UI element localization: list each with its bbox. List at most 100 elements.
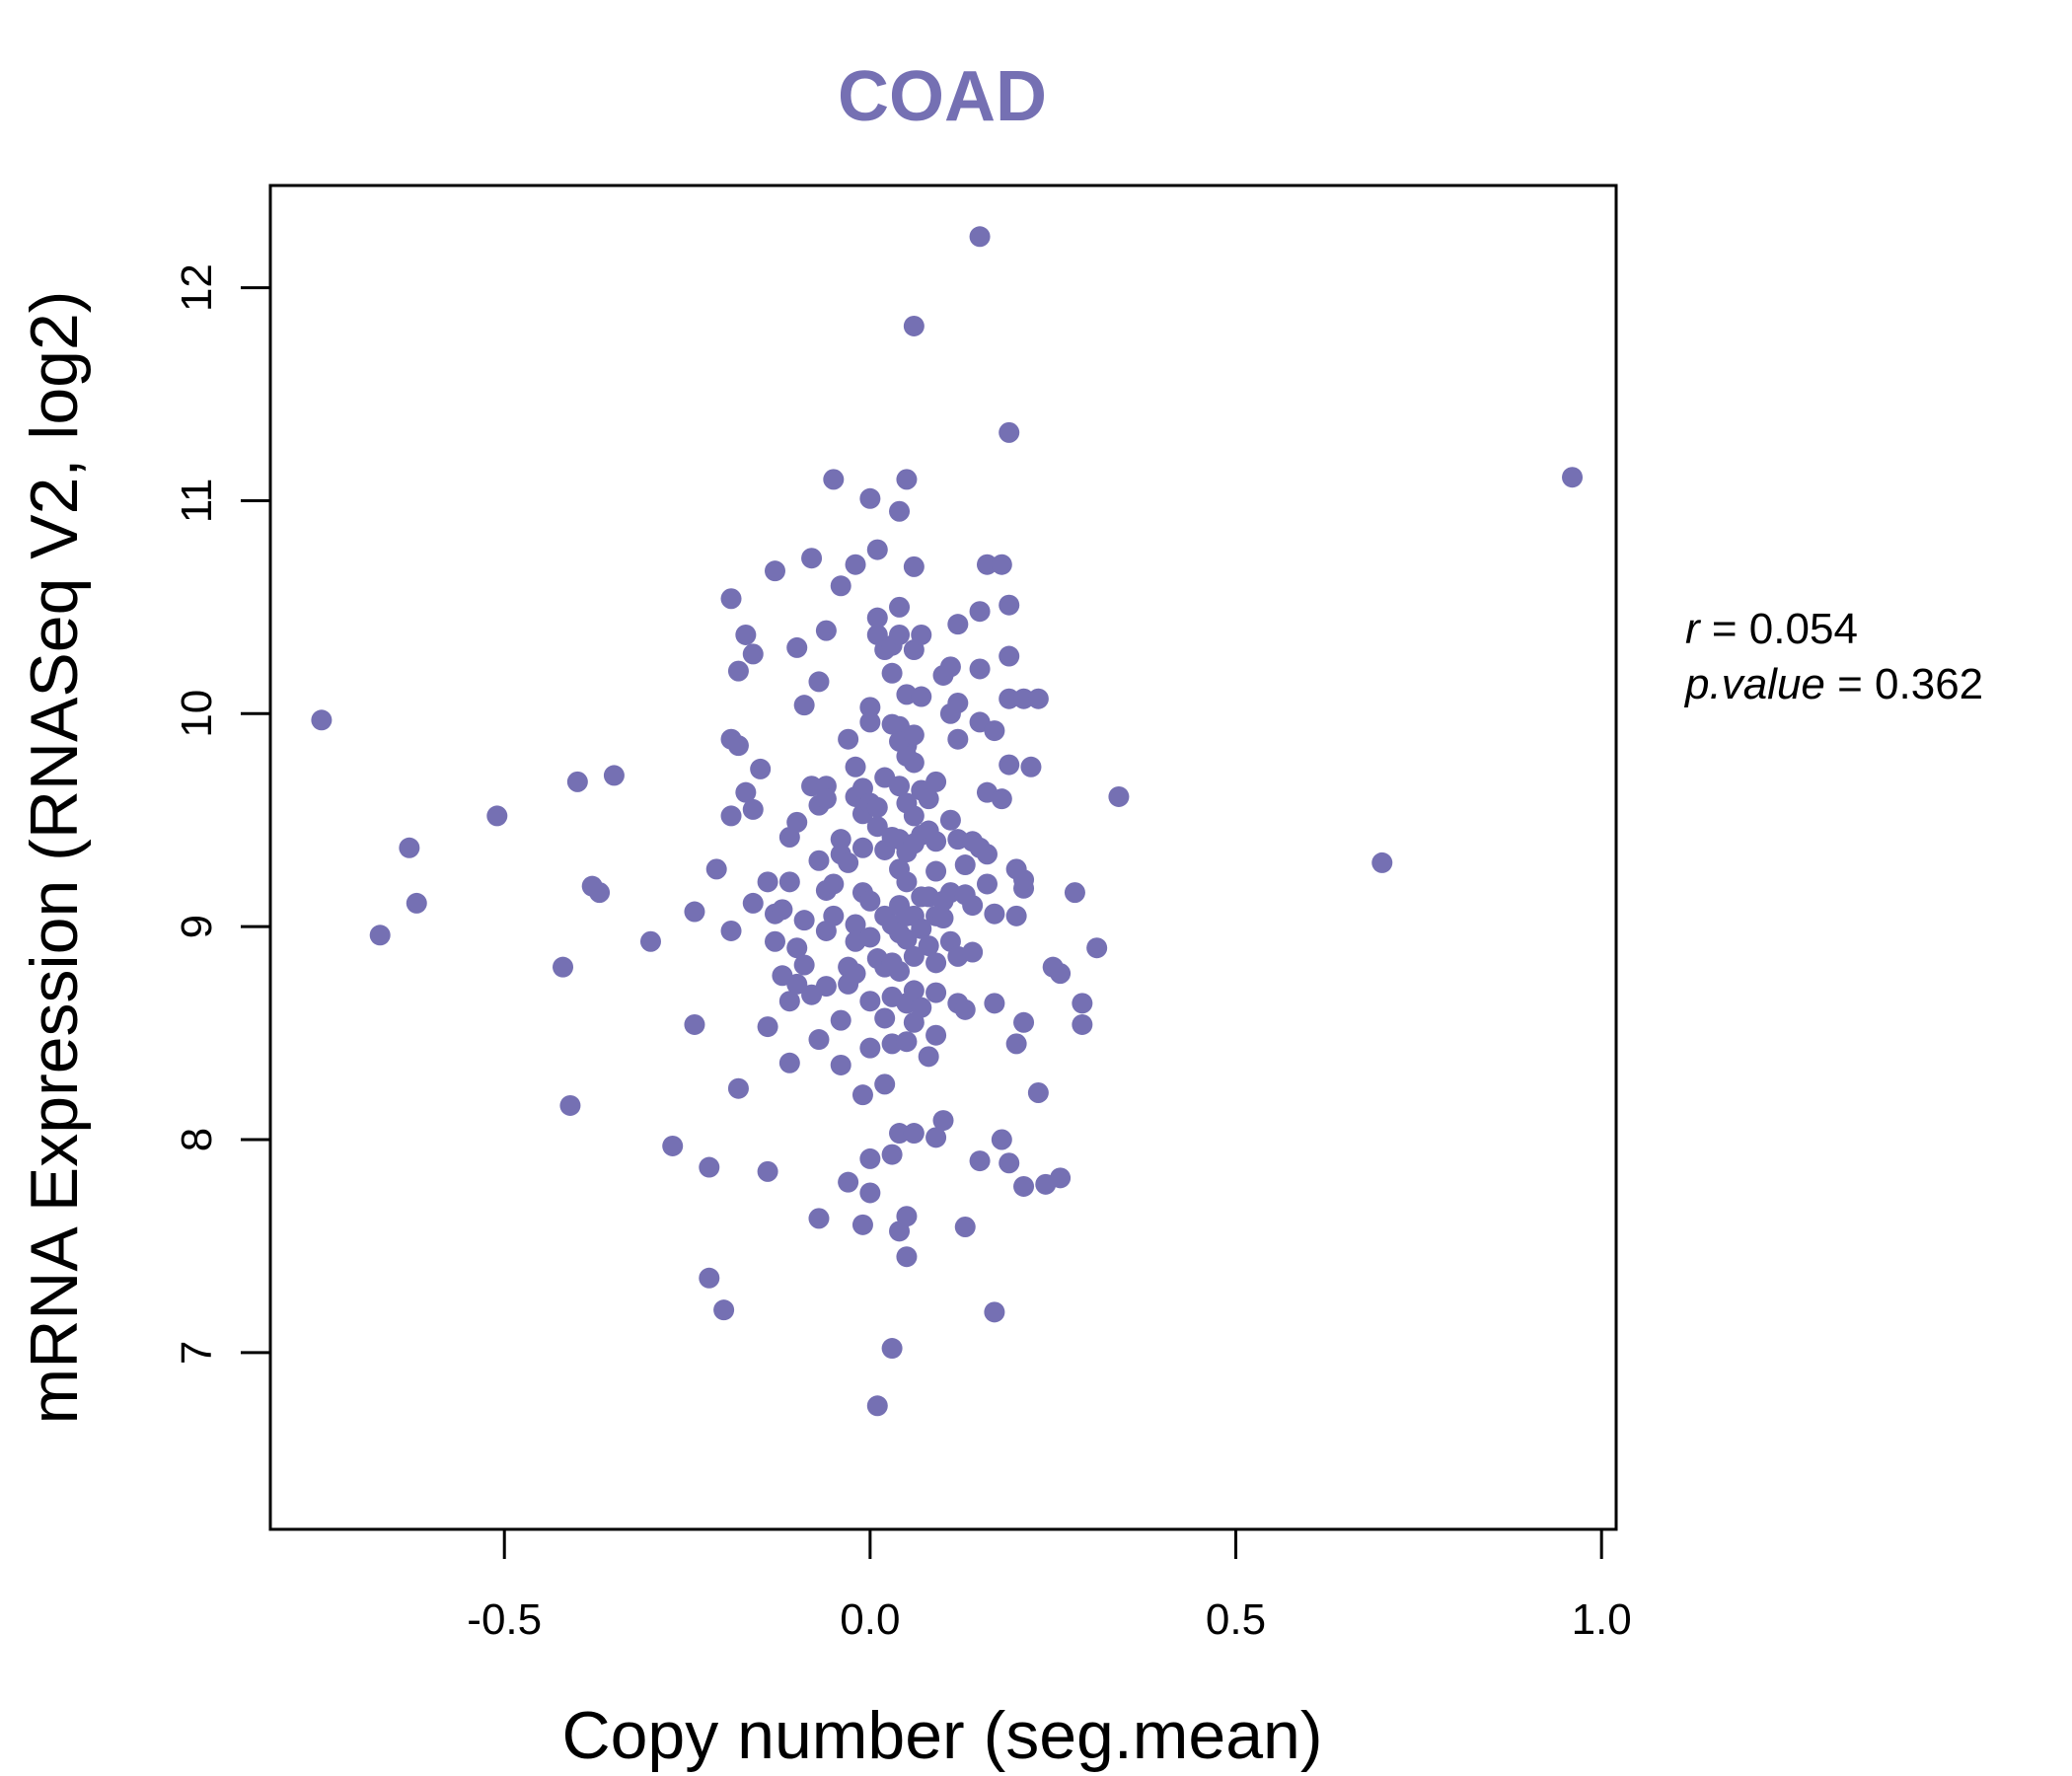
data-point bbox=[969, 1150, 991, 1172]
data-point bbox=[962, 941, 984, 963]
data-point bbox=[866, 796, 888, 818]
data-point bbox=[750, 758, 772, 779]
data-point bbox=[399, 837, 420, 858]
data-point bbox=[925, 831, 947, 852]
data-point bbox=[925, 1024, 947, 1046]
x-tick-label: 1.0 bbox=[1572, 1595, 1632, 1644]
data-point bbox=[559, 1094, 581, 1116]
data-point bbox=[954, 854, 976, 876]
data-point bbox=[801, 548, 823, 569]
data-point bbox=[851, 1214, 873, 1235]
data-point bbox=[976, 554, 998, 575]
data-point bbox=[984, 993, 1005, 1014]
data-point bbox=[742, 643, 764, 665]
data-point bbox=[845, 914, 866, 935]
data-point bbox=[851, 1084, 873, 1106]
data-point bbox=[793, 954, 815, 976]
data-point bbox=[742, 892, 764, 914]
data-point bbox=[889, 960, 911, 982]
data-point bbox=[845, 756, 866, 777]
y-axis: 7 8 9 10 11 12 bbox=[173, 263, 272, 1365]
data-point bbox=[911, 624, 932, 645]
data-point bbox=[720, 588, 742, 610]
data-point bbox=[757, 1016, 778, 1038]
data-point bbox=[735, 781, 757, 803]
data-point bbox=[801, 776, 823, 797]
data-point bbox=[896, 469, 918, 490]
data-point bbox=[1027, 1082, 1049, 1104]
data-point bbox=[589, 882, 611, 904]
data-point bbox=[925, 860, 947, 882]
plot-frame bbox=[268, 184, 1618, 1531]
data-point bbox=[859, 1182, 881, 1204]
data-point bbox=[845, 963, 866, 985]
data-point bbox=[999, 754, 1020, 776]
data-point bbox=[1072, 1013, 1093, 1035]
data-point bbox=[1086, 937, 1108, 959]
data-point bbox=[727, 660, 749, 682]
data-point bbox=[757, 1160, 778, 1182]
data-point bbox=[984, 1301, 1005, 1323]
data-point bbox=[962, 895, 984, 917]
data-point bbox=[889, 500, 911, 522]
data-point bbox=[1027, 688, 1049, 709]
data-point bbox=[903, 805, 925, 827]
data-point bbox=[713, 1299, 735, 1321]
y-axis-label: mRNA Expression (RNASeq V2, log2) bbox=[17, 291, 92, 1425]
data-point bbox=[699, 1267, 720, 1289]
y-tick-label: 10 bbox=[173, 690, 221, 738]
data-point bbox=[859, 487, 881, 509]
y-tick-label: 9 bbox=[173, 915, 221, 938]
y-tick-label: 11 bbox=[173, 479, 221, 524]
data-point bbox=[808, 1029, 830, 1051]
data-point bbox=[699, 1156, 720, 1178]
x-axis-label: Copy number (seg.mean) bbox=[561, 1698, 1322, 1773]
data-point bbox=[881, 662, 903, 684]
data-point bbox=[815, 976, 837, 998]
data-point bbox=[991, 554, 1012, 575]
data-point bbox=[639, 930, 661, 952]
data-point bbox=[889, 596, 911, 618]
data-point bbox=[925, 982, 947, 1003]
data-point bbox=[720, 920, 742, 941]
data-point bbox=[838, 851, 859, 873]
data-point bbox=[918, 935, 939, 957]
data-point bbox=[969, 601, 991, 623]
data-point bbox=[969, 226, 991, 248]
p-label: p.value bbox=[1683, 660, 1825, 708]
y-tick-label: 12 bbox=[173, 263, 221, 312]
p-stat: p.value = 0.362 bbox=[1683, 660, 1983, 708]
data-point bbox=[859, 991, 881, 1012]
x-tick-label: 0.0 bbox=[840, 1595, 900, 1644]
y-tick-label: 8 bbox=[173, 1128, 221, 1151]
data-point bbox=[808, 671, 830, 693]
data-point bbox=[866, 539, 888, 560]
data-point bbox=[925, 771, 947, 792]
data-point bbox=[859, 926, 881, 948]
data-point bbox=[851, 837, 873, 858]
data-point bbox=[866, 607, 888, 629]
data-point bbox=[727, 735, 749, 757]
data-point bbox=[1020, 756, 1042, 777]
data-point bbox=[727, 1077, 749, 1099]
data-point bbox=[954, 999, 976, 1020]
data-point bbox=[1013, 869, 1035, 891]
data-point bbox=[838, 728, 859, 750]
data-point bbox=[793, 695, 815, 716]
data-point bbox=[830, 575, 851, 597]
data-point bbox=[823, 905, 845, 926]
data-point bbox=[765, 560, 785, 582]
data-point bbox=[947, 614, 969, 635]
data-point bbox=[984, 903, 1005, 925]
data-point bbox=[1005, 905, 1027, 926]
data-point bbox=[954, 1216, 976, 1237]
data-point bbox=[808, 850, 830, 871]
data-point bbox=[976, 873, 998, 895]
data-point bbox=[947, 693, 969, 714]
data-point bbox=[311, 709, 333, 731]
chart-title: COAD bbox=[838, 57, 1047, 136]
data-point bbox=[939, 809, 961, 831]
data-point bbox=[830, 1054, 851, 1075]
data-point bbox=[1013, 1011, 1035, 1033]
